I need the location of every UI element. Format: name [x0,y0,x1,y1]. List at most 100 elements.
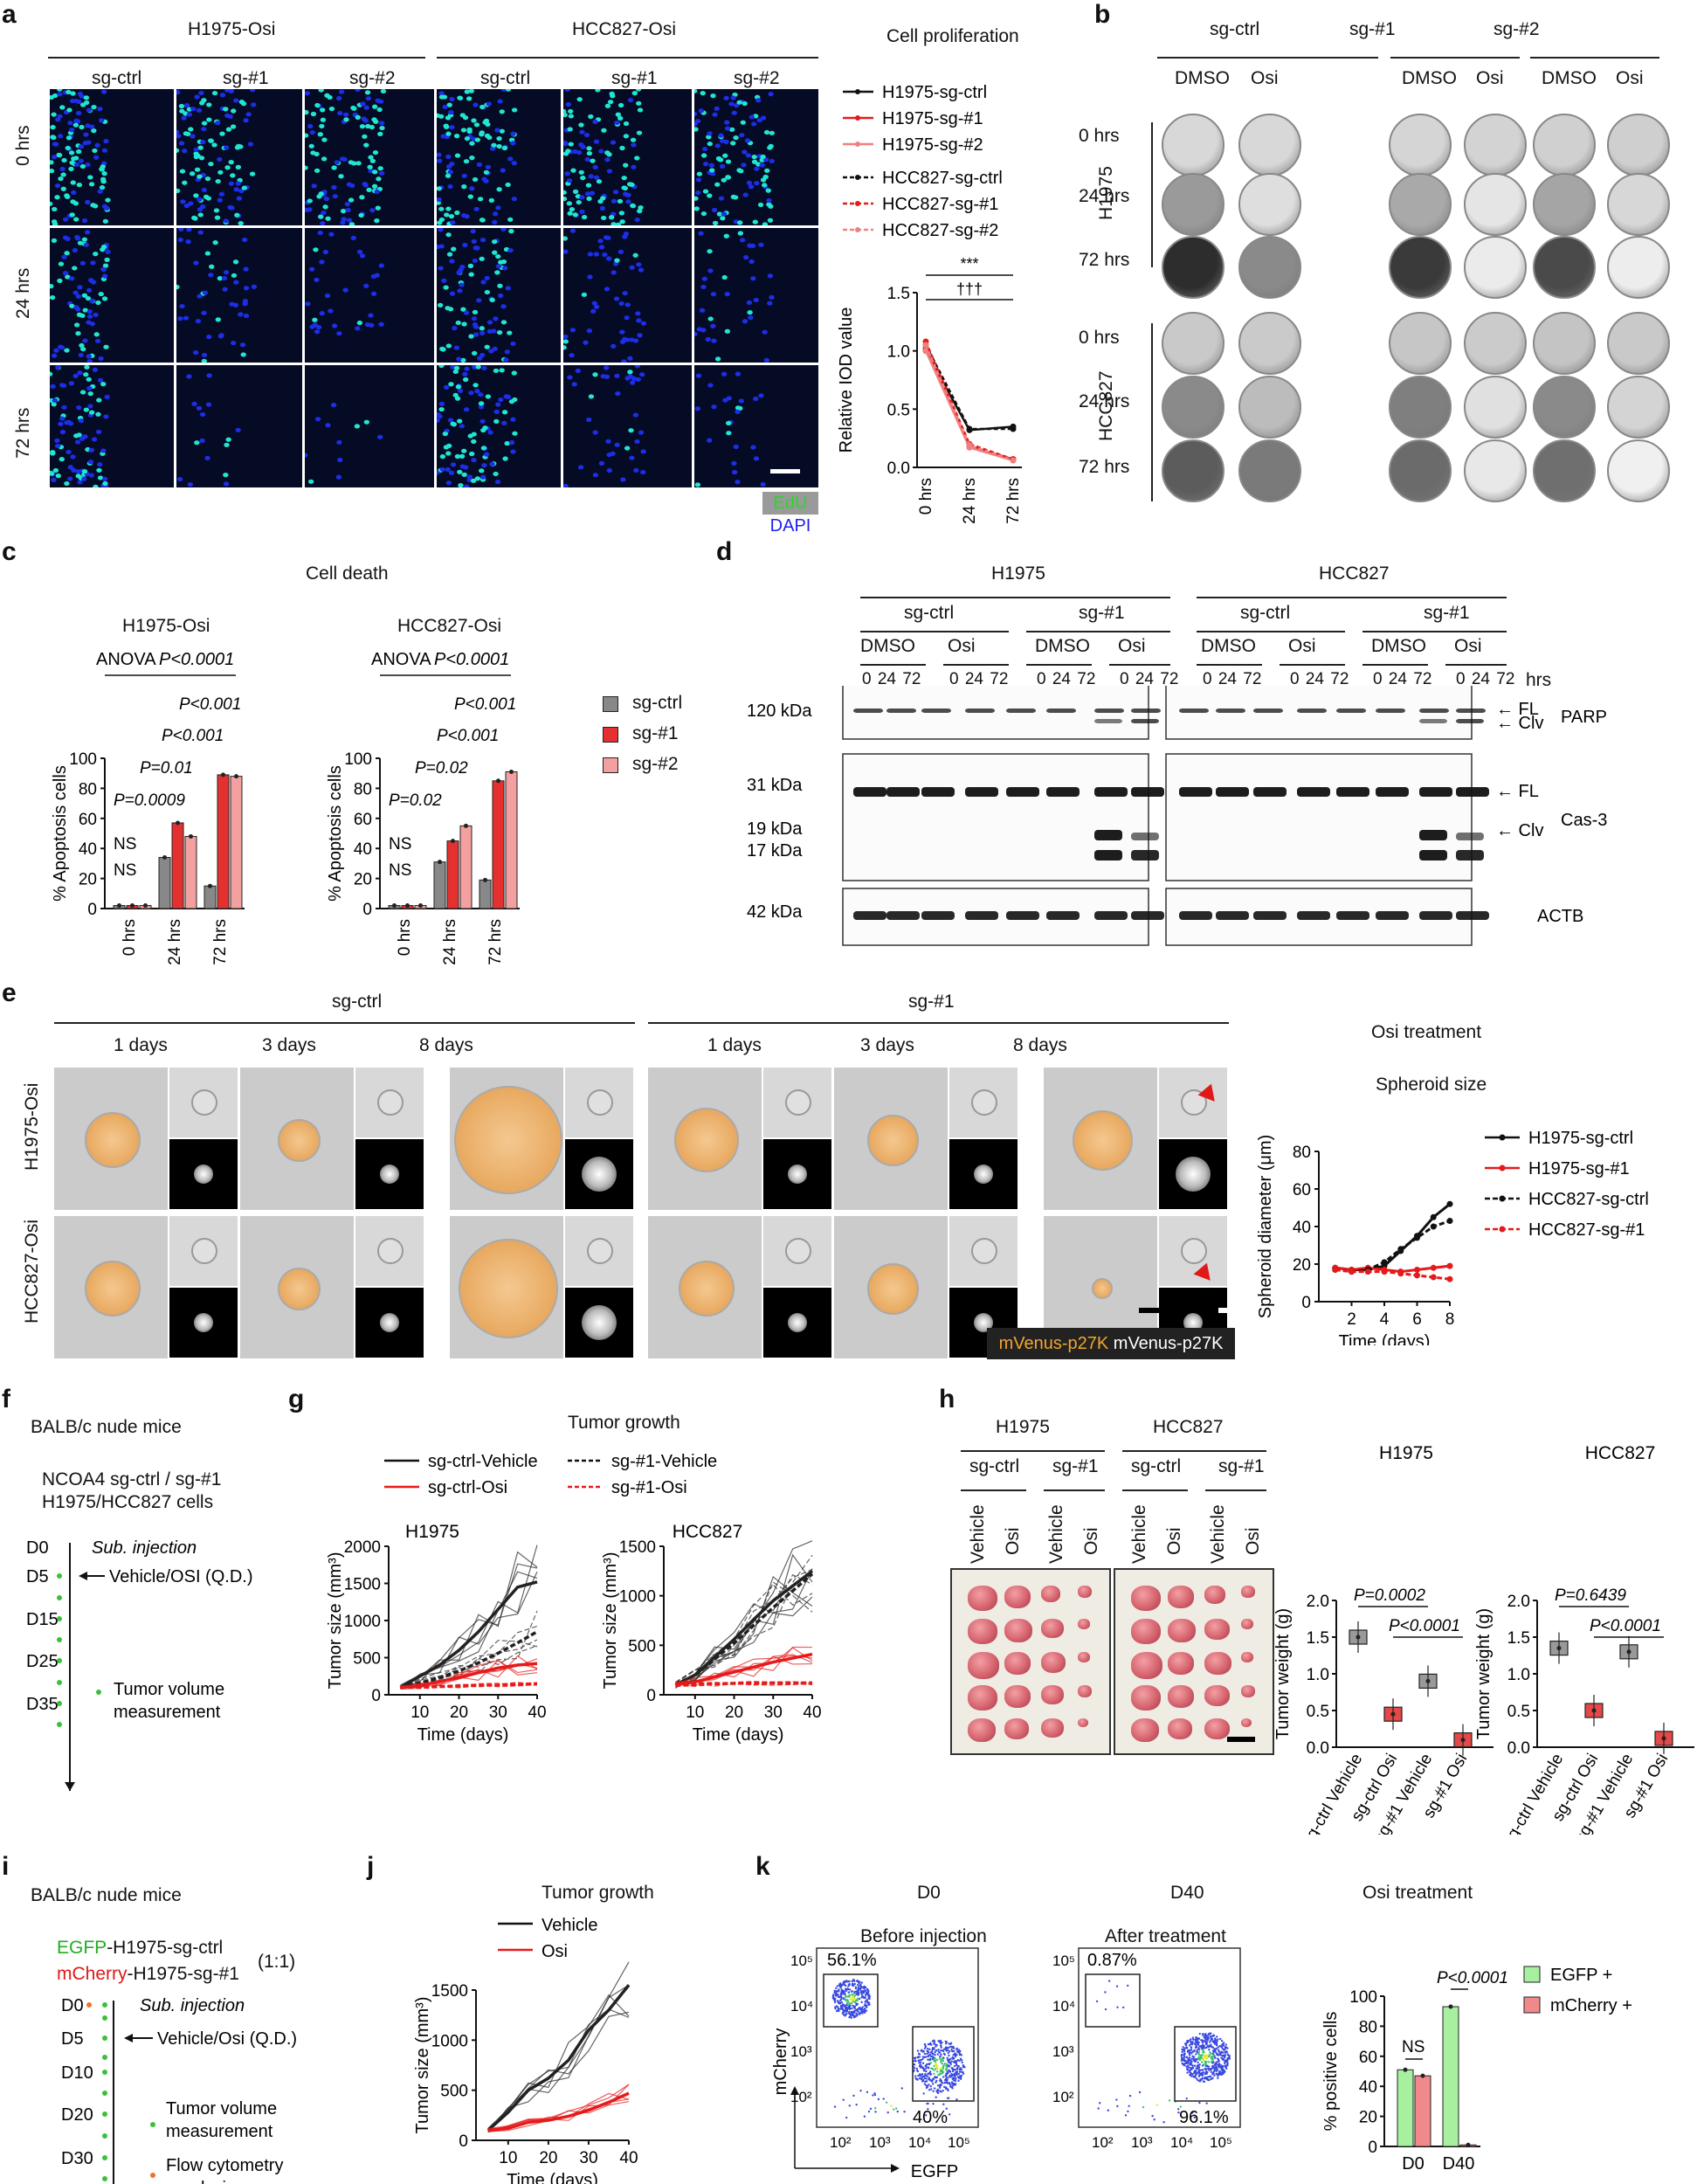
blot-band [1419,708,1449,713]
blot-box [1165,753,1473,881]
d-times: 0 24 72 [949,670,1009,688]
brightfield-tile [240,1216,354,1358]
tumor [1131,1619,1161,1644]
ytick: 1500 [431,1982,468,2001]
j-legend-label: Vehicle [542,1916,598,1935]
brightfield-small [355,1216,424,1286]
data-point [1364,1268,1371,1275]
ytick: 0 [1301,1294,1311,1312]
h-treatment: Osi [1243,1527,1263,1556]
gate-percent: 96.1% [1179,2108,1229,2127]
c-ytick: 20 [354,871,372,889]
e-legend: H1975-sg-ctrl H1975-sg-#1 HCC827-sg-ctrl HC… [1485,1129,1649,1240]
timeline-day: D35 [26,1695,59,1714]
h-treatment: Vehicle [968,1504,988,1564]
brightfield-tile [450,1216,563,1358]
flow-ytick: 10⁴ [790,1998,813,2015]
gate-percent: 40% [913,2108,948,2127]
c-legend-label: sg-ctrl [632,693,683,713]
k-legend-label: mCherry + [1550,1996,1632,2015]
blot-band [1131,787,1164,797]
tumor [1204,1652,1231,1676]
svg-text:HCC827-sg-#2: HCC827-sg-#2 [882,221,998,240]
scale-bar [770,469,800,473]
prolif-legend-item: H1975-sg-#2 [843,135,983,155]
cell [587,1089,613,1116]
c-legend-swatch [603,727,618,743]
micrograph-tile [694,89,818,225]
blot-band [853,708,883,713]
individual-line [487,1994,630,2132]
sig-stars: *** [960,255,978,273]
flow-xtick: 10⁴ [908,2134,931,2151]
e-day: 1 days [707,1035,762,1055]
series-line [487,2091,630,2132]
micrograph-tile [563,365,692,487]
c-bar [171,822,184,909]
fluorescence-tile [169,1139,238,1209]
tumor [1078,1619,1090,1629]
brightfield-small [949,1068,1018,1137]
c-legend-swatch [603,696,618,712]
colony-dish [1607,312,1670,375]
micrograph-tile [563,89,692,225]
prolif-series-line [924,350,1014,432]
individual-line [487,2084,630,2133]
d-cas3: Cas-3 [1561,811,1607,830]
prolif-series-line [924,344,1013,431]
panel-g-label: g [288,1385,305,1413]
ylabel: Tumor size (mm³) [326,1552,345,1689]
data-point [1446,1218,1453,1225]
brightfield-small [763,1216,831,1286]
k-pvalue: P<0.0001 [1437,1969,1508,1987]
e-group-2: sg-#1 [908,992,955,1012]
xtick: 30 [579,2149,597,2167]
prolif-point [1010,425,1017,432]
timeline-dot [57,1722,62,1727]
timeline-dot [57,1616,62,1621]
blot-band [853,787,886,797]
xtick: 2 [1347,1310,1356,1329]
fluorescence-tile [763,1139,831,1209]
blot-band [1094,787,1128,797]
prolif-point [922,342,929,349]
spheroid [454,1086,562,1194]
series-line [486,1984,631,2132]
panel-j-label: j [367,1852,375,1881]
flow-xtick: 10³ [869,2134,891,2151]
c-dot [162,855,167,860]
colony-dish [1607,173,1670,236]
tumor-growth-j-chart: Vehicle Osi 0 500 1000 1500 10 20 30 40 Time (days… [413,1916,638,2184]
g-legend-label: sg-ctrl-Vehicle [428,1452,538,1471]
k-ytick: 0 [1368,2139,1377,2157]
b-time: 0 hrs [1079,328,1120,348]
timeline-i: D0D5D10D20D30D40Sub. injectionVehicle/Os… [61,1996,297,2184]
c-dot [130,903,135,909]
c-dot [451,839,455,844]
c-ytick: 80 [354,780,372,798]
i-cells-2: mCherry-H1975-sg-#1 [57,1964,239,1984]
h-group: sg-ctrl [1131,1456,1182,1476]
k-legend-swatch [1523,1966,1541,1983]
micrograph-tile [176,89,302,225]
micrograph-tile [437,365,561,487]
brightfield-small [355,1068,424,1137]
ytick: 0 [459,2132,468,2151]
colony-dish [1389,236,1452,299]
brightfield-tile [648,1216,762,1358]
b-treatment: DMSO [1175,68,1230,88]
k-d40: D40 [1170,1883,1204,1903]
series-line [675,1681,813,1687]
spheroid [1072,1109,1133,1171]
col-a-5: sg-#1 [611,68,658,88]
brightfield-tile [1044,1068,1157,1210]
colony-dish [1238,114,1301,176]
prolif-series-line [924,344,1014,462]
brightfield-tile [834,1068,948,1210]
fluorescence-tile [565,1139,633,1209]
k-dot [1448,2004,1453,2009]
prolif-legend-item: H1975-sg-ctrl [843,83,987,102]
individual-line [675,1540,813,1685]
blot-band [1131,708,1161,713]
c-pvalue: P<0.001 [454,695,516,714]
